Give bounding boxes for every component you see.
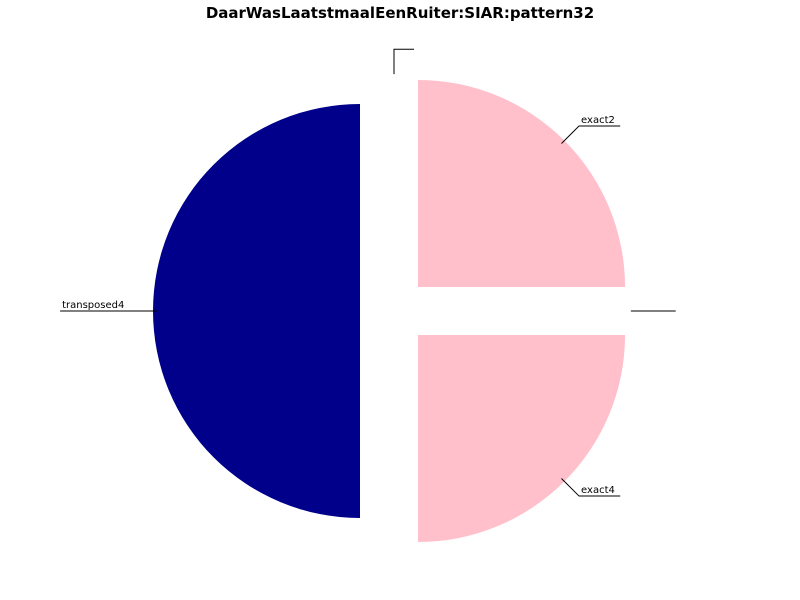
pie-labels: exact2 exact4 transposed4 [60, 48, 676, 497]
slice-label-transposed4: transposed4 [62, 300, 124, 311]
pie-slices [153, 79, 626, 543]
pie-slice-exact2 [418, 79, 626, 287]
pie-slice-transposed4 [153, 104, 360, 518]
slice-label-exact2: exact2 [581, 115, 615, 126]
pie-slice-exact4 [418, 335, 626, 543]
leader-line-exact4 [561, 478, 621, 497]
leader-line-unlabeled-0 [393, 48, 414, 75]
slice-label-exact4: exact4 [581, 485, 615, 496]
chart-title: DaarWasLaatstmaalEenRuiter:SIAR:pattern3… [206, 4, 594, 22]
leader-line-exact2 [561, 125, 621, 144]
